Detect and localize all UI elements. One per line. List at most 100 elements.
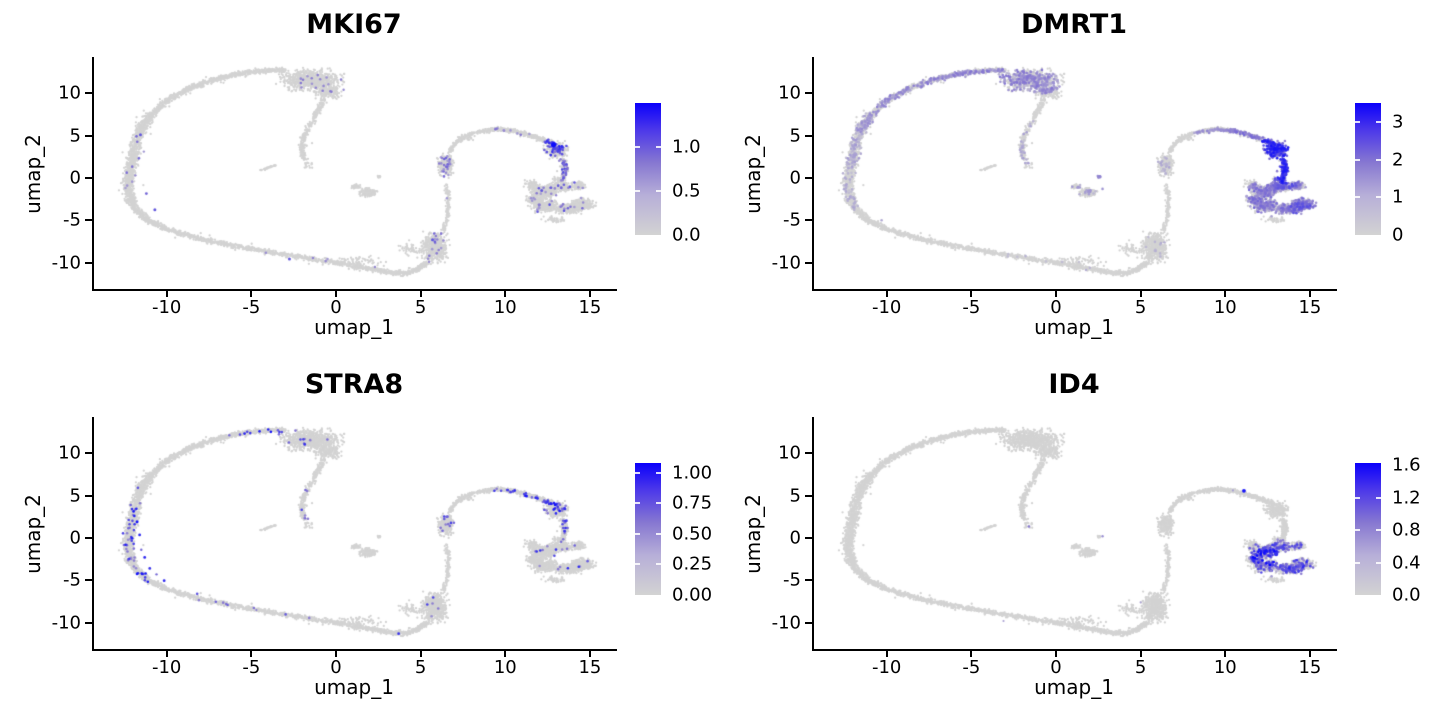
x-tick-mark [1139,651,1142,657]
x-tick-label: 0 [330,297,342,318]
x-tick-mark [1224,291,1227,297]
x-tick-label: 0 [1050,297,1062,318]
y-tick-mark [805,134,812,137]
colorbar-tick-label: 0 [1392,224,1404,246]
colorbar-tick-mark [656,146,661,148]
y-tick-label: 5 [69,125,81,146]
colorbar-tick-mark [1376,496,1381,499]
x-axis-spine [812,289,1337,291]
x-axis-spine [92,649,617,651]
y-tick-label: 10 [58,442,81,464]
y-tick-label: 0 [789,167,801,189]
panel-mki67: MKI67 umap_1 umap_2 -10 -5 0 5 10 15 10 5 0 -5 -10… [0,0,720,360]
y-tick-mark [85,92,92,95]
y-axis-title: umap_2 [741,494,765,574]
y-tick-mark [805,176,812,179]
colorbar-tick-mark [1355,120,1360,123]
x-tick-label: 10 [1213,657,1237,678]
umap-scatter-canvas [720,0,1440,360]
x-tick-label: -10 [871,297,902,318]
x-tick-label: 0 [1050,657,1062,678]
colorbar-tick-mark [656,502,661,505]
y-tick-mark [805,219,812,222]
colorbar-tick-mark [635,502,640,505]
x-tick-mark [250,651,253,657]
panel-dmrt1: DMRT1 umap_1 umap_2 -10 -5 0 5 10 15 10 5 0 -5 -10… [720,0,1440,360]
x-axis-spine [92,289,617,291]
x-tick-label: 15 [1298,297,1322,318]
x-tick-mark [885,651,888,657]
colorbar-tick-label: 0.0 [672,224,701,246]
colorbar-tick-mark [1376,529,1381,532]
y-axis-spine [812,417,814,651]
colorbar-tick-label: 0.00 [672,584,713,606]
y-tick-mark [805,536,812,539]
colorbar-tick-mark [1376,158,1381,161]
y-tick-label: -5 [783,569,801,591]
x-tick-mark [1308,291,1311,297]
x-tick-mark [885,291,888,297]
x-tick-label: -10 [151,297,182,318]
y-tick-label: 5 [69,485,81,506]
y-tick-label: 5 [789,485,801,506]
x-tick-mark [419,291,422,297]
x-tick-label: -5 [962,657,981,678]
x-tick-mark [588,651,591,657]
x-tick-label: -5 [962,297,981,318]
colorbar-tick-label: 0.8 [1392,519,1421,541]
y-tick-label: 10 [58,82,81,104]
y-tick-label: -5 [783,209,801,231]
colorbar-tick-label: 0.25 [672,553,713,575]
y-tick-mark [85,134,92,137]
x-tick-label: 10 [1213,297,1237,318]
y-tick-label: 0 [69,167,81,189]
colorbar-tick-label: 0.4 [1392,552,1421,574]
x-tick-label: -5 [242,657,261,678]
x-tick-label: -10 [871,657,902,678]
colorbar-tick-label: 1.2 [1392,487,1421,509]
x-axis-title: umap_1 [314,315,394,339]
x-tick-mark [250,291,253,297]
colorbar-tick-label: 0.50 [672,523,713,545]
y-tick-mark [85,536,92,539]
x-tick-label: 5 [414,297,427,318]
panel-title: MKI67 [306,9,402,40]
x-tick-label: 15 [1298,657,1322,678]
colorbar-tick-mark [635,190,640,192]
x-tick-mark [970,651,973,657]
colorbar-tick-mark [1376,561,1381,564]
colorbar-tick-label: 1.00 [672,462,713,484]
y-tick-mark [85,621,92,624]
x-tick-mark [165,291,168,297]
x-axis-spine [812,649,1337,651]
x-tick-mark [970,291,973,297]
colorbar-tick-mark [635,563,640,566]
x-tick-label: 10 [493,297,517,318]
x-tick-label: -5 [242,297,261,318]
y-tick-label: 0 [789,527,801,549]
y-tick-label: -10 [51,252,81,274]
panel-stra8: STRA8 umap_1 umap_2 -10 -5 0 5 10 15 10 5 0 -5 -10… [0,360,720,720]
colorbar-tick-label: 1.6 [1392,454,1421,476]
colorbar-tick-mark [1376,120,1381,123]
colorbar-tick-mark [656,563,661,566]
y-tick-label: 10 [778,82,801,104]
colorbar-tick-label: 1.0 [672,136,701,158]
y-tick-label: 5 [789,125,801,146]
x-tick-mark [419,651,422,657]
x-tick-label: 15 [578,657,602,678]
colorbar-tick-mark [1355,561,1360,564]
y-tick-label: -10 [771,612,801,634]
y-tick-label: -10 [771,252,801,274]
x-tick-label: 10 [493,657,517,678]
colorbar-tick-label: 3 [1392,111,1404,133]
x-tick-mark [335,651,337,657]
colorbar [635,103,661,235]
x-tick-label: 5 [1134,297,1147,318]
x-tick-mark [588,291,591,297]
x-tick-mark [1055,291,1057,297]
colorbar [1355,103,1381,235]
colorbar-tick-label: 2 [1392,149,1404,171]
y-tick-mark [805,92,812,95]
